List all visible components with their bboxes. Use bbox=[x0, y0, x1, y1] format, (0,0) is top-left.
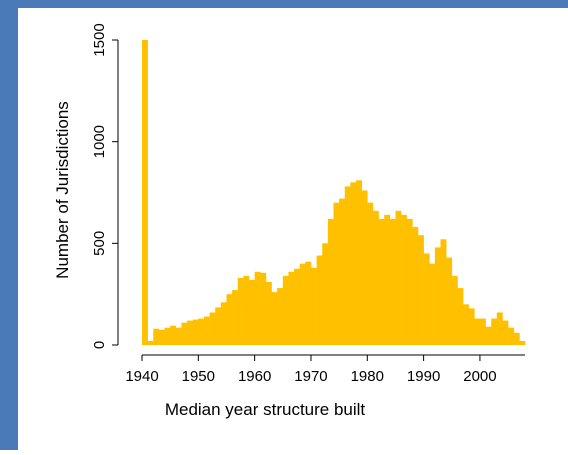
bar bbox=[226, 294, 233, 345]
bar bbox=[232, 290, 239, 345]
bar bbox=[491, 318, 498, 345]
bar bbox=[310, 267, 317, 345]
bar bbox=[170, 325, 177, 345]
bar bbox=[457, 288, 464, 345]
bar bbox=[316, 255, 323, 345]
bar bbox=[508, 327, 515, 345]
bar bbox=[395, 210, 402, 345]
bar bbox=[440, 239, 447, 345]
bar bbox=[322, 243, 329, 345]
bar bbox=[401, 214, 408, 345]
bar bbox=[496, 312, 503, 345]
x-axis-label: Median year structure built bbox=[165, 400, 366, 419]
bar bbox=[429, 263, 436, 345]
x-tick-label: 1950 bbox=[182, 368, 215, 385]
bar bbox=[502, 320, 509, 345]
slide-content bbox=[18, 8, 568, 450]
y-tick-label: 1000 bbox=[91, 125, 108, 158]
bar bbox=[187, 320, 193, 345]
bar bbox=[294, 268, 301, 345]
bar bbox=[142, 40, 148, 345]
bar bbox=[192, 319, 199, 345]
bar bbox=[277, 288, 284, 345]
bar bbox=[175, 327, 182, 345]
bar bbox=[378, 218, 385, 345]
bar bbox=[479, 318, 486, 345]
bar bbox=[513, 332, 520, 345]
bar bbox=[468, 308, 475, 345]
x-tick-label: 1940 bbox=[125, 368, 158, 385]
bar bbox=[249, 279, 255, 345]
bar bbox=[260, 272, 267, 345]
bar bbox=[451, 275, 458, 345]
bar bbox=[474, 318, 481, 345]
x-tick-label: 2000 bbox=[463, 368, 496, 385]
bar bbox=[384, 214, 391, 345]
bar bbox=[423, 253, 430, 345]
bar bbox=[305, 261, 312, 345]
bar bbox=[350, 182, 357, 345]
bar bbox=[361, 190, 368, 345]
bar bbox=[181, 322, 188, 345]
bar bbox=[215, 307, 222, 345]
bar bbox=[299, 263, 306, 345]
bar bbox=[463, 304, 469, 345]
y-axis-label: Number of Jurisdictions bbox=[53, 101, 72, 279]
bar bbox=[147, 340, 154, 345]
bar bbox=[389, 218, 396, 345]
bar bbox=[417, 235, 424, 345]
bar bbox=[434, 247, 441, 345]
bar bbox=[158, 329, 165, 345]
bar bbox=[237, 277, 244, 345]
y-tick-label: 1500 bbox=[91, 23, 108, 56]
bar bbox=[220, 302, 227, 345]
bar bbox=[519, 340, 526, 345]
bar bbox=[356, 180, 362, 345]
x-tick-label: 1970 bbox=[294, 368, 327, 385]
bar bbox=[254, 271, 261, 345]
bar bbox=[198, 318, 205, 345]
bar bbox=[485, 326, 492, 345]
bar bbox=[164, 327, 171, 345]
bar bbox=[209, 312, 216, 345]
x-tick-label: 1960 bbox=[238, 368, 271, 385]
bar bbox=[243, 275, 250, 345]
y-tick-label: 500 bbox=[91, 231, 108, 256]
bar bbox=[339, 198, 346, 345]
x-tick-label: 1980 bbox=[351, 368, 384, 385]
bar bbox=[446, 257, 453, 345]
bar bbox=[367, 202, 374, 345]
bar bbox=[327, 218, 334, 345]
bar bbox=[406, 218, 413, 345]
bar bbox=[153, 328, 160, 345]
x-tick-label: 1990 bbox=[407, 368, 440, 385]
y-tick-label: 0 bbox=[91, 341, 108, 349]
bar bbox=[288, 271, 295, 345]
bar bbox=[282, 275, 289, 345]
bar bbox=[333, 202, 340, 345]
bar bbox=[271, 292, 278, 345]
bar bbox=[372, 210, 379, 345]
bar bbox=[265, 281, 272, 345]
bar bbox=[344, 186, 351, 345]
bar bbox=[412, 227, 419, 345]
bar bbox=[203, 316, 210, 345]
